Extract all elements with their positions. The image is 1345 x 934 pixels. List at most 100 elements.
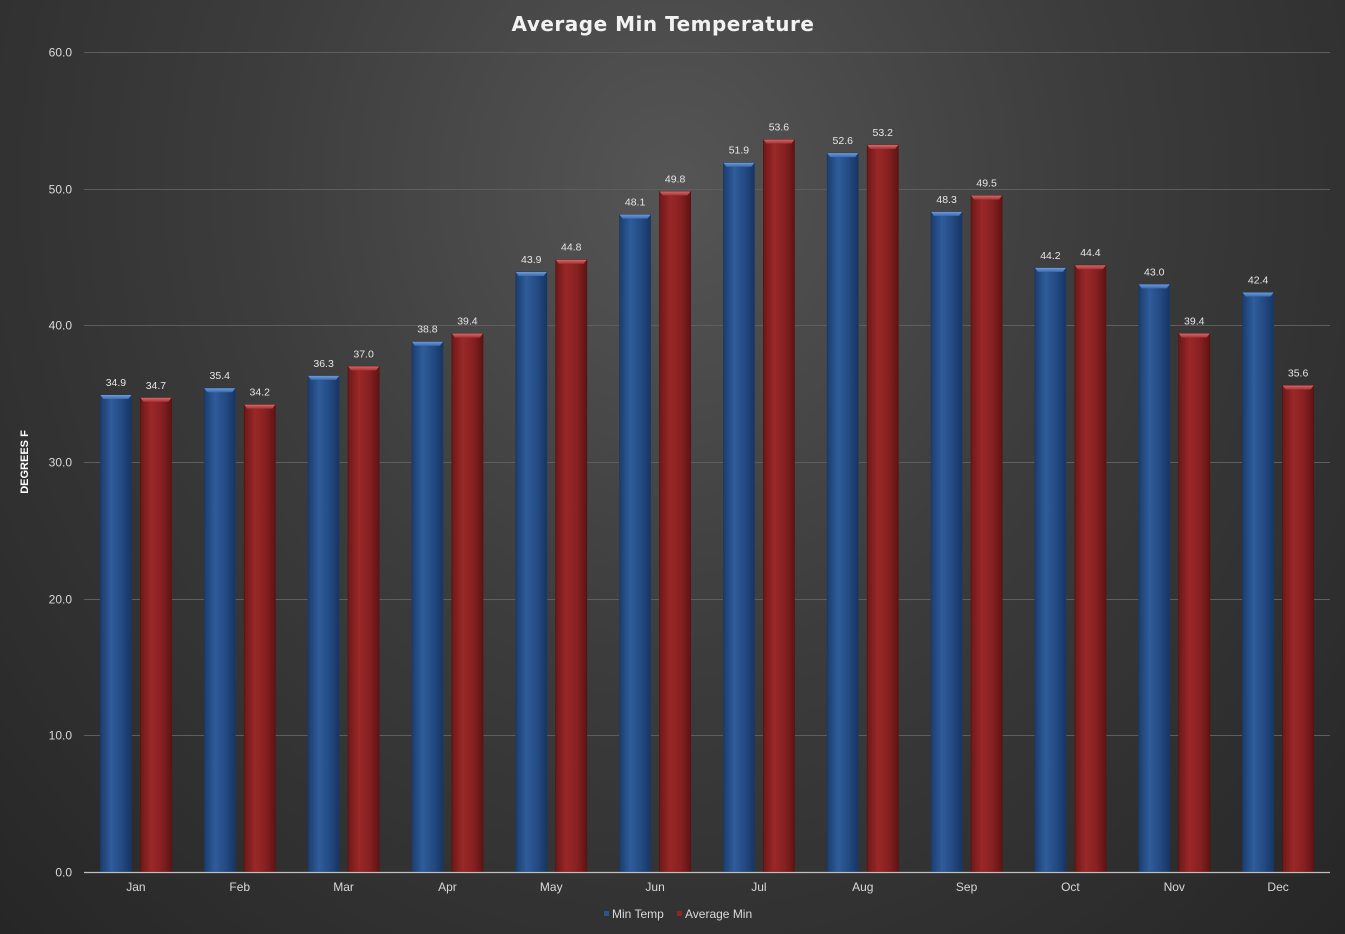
bar-cap (931, 211, 963, 216)
bar-body (1178, 333, 1211, 873)
data-label: 52.6 (833, 135, 854, 147)
data-label: 36.3 (313, 358, 334, 370)
bar-min-temp-aug (826, 152, 859, 873)
bar-average-min-mar (347, 365, 380, 873)
bar-cap (763, 139, 795, 144)
y-tick-label: 50.0 (49, 183, 73, 197)
legend-item: Min Temp (604, 907, 664, 921)
bar-min-temp-nov (1138, 283, 1171, 873)
bar-min-temp-sep (930, 211, 963, 873)
bar-min-temp-jul (723, 162, 755, 873)
bar-body (100, 394, 132, 873)
legend-swatch (604, 911, 609, 916)
data-label: 49.5 (976, 178, 997, 190)
y-axis-ticks: 0.0 10.0 20.0 30.0 40.0 50.0 60.0 (49, 46, 73, 880)
data-label: 53.2 (873, 127, 894, 139)
data-label: 34.9 (106, 377, 127, 389)
x-tick-label: Dec (1267, 880, 1288, 894)
bar-average-min-feb (243, 404, 276, 873)
bar-min-temp-dec (1242, 292, 1274, 873)
bar-body (970, 195, 1003, 873)
bar-body (1282, 385, 1314, 873)
x-tick-label: Feb (229, 880, 250, 894)
bar-average-min-dec (1282, 385, 1314, 873)
bar-series (100, 139, 1314, 873)
bar-average-min-nov (1178, 333, 1211, 873)
data-label: 48.3 (936, 194, 957, 206)
data-label: 44.2 (1040, 250, 1061, 262)
bar-cap (100, 395, 132, 400)
bar-cap (555, 259, 587, 264)
bar-body (1034, 267, 1067, 873)
y-tick-label: 40.0 (49, 319, 73, 333)
bar-cap (140, 397, 172, 402)
y-tick-label: 30.0 (49, 456, 73, 470)
bar-cap (1138, 284, 1170, 289)
bar-body (243, 404, 276, 873)
bar-body (347, 365, 380, 873)
y-tick-label: 0.0 (55, 866, 72, 880)
data-label: 44.4 (1080, 247, 1101, 259)
bar-cap (619, 214, 651, 219)
bar-min-temp-oct (1034, 267, 1067, 873)
bar-min-temp-apr (411, 341, 444, 873)
chart-title: Average Min Temperature (512, 12, 815, 36)
x-axis-ticks: Jan Feb Mar Apr May Jun Jul Aug Sep Oct Nov Dec (126, 880, 1289, 894)
bar-cap (867, 144, 899, 149)
bar-cap (515, 272, 547, 277)
data-label: 43.9 (521, 254, 542, 266)
legend-label: Min Temp (612, 907, 664, 921)
x-tick-label: Nov (1164, 880, 1185, 894)
x-tick-label: Apr (438, 880, 457, 894)
data-label: 51.9 (729, 145, 750, 157)
data-label: 38.8 (417, 324, 438, 336)
x-tick-label: May (540, 880, 563, 894)
bar-cap (1282, 385, 1314, 390)
data-labels: 34.9 34.7 35.4 34.2 36.3 37.0 38.8 39.4 43.9 44.8… (106, 121, 1309, 398)
x-tick-label: Sep (956, 880, 978, 894)
bar-cap (971, 195, 1003, 200)
x-tick-label: Mar (333, 880, 354, 894)
bar-body (307, 375, 340, 873)
bar-cap (659, 191, 691, 196)
y-axis-label: DEGREES F (19, 430, 31, 494)
x-tick-label: Jun (645, 880, 664, 894)
bar-body (140, 397, 172, 873)
legend-label: Average Min (685, 907, 752, 921)
bar-cap (244, 404, 276, 409)
bar-cap (827, 153, 859, 158)
x-tick-label: Jul (751, 880, 766, 894)
bar-cap (204, 388, 236, 393)
bar-average-min-jul (763, 139, 795, 873)
data-label: 39.4 (457, 316, 478, 328)
data-label: 34.7 (146, 380, 167, 392)
data-label: 37.0 (353, 348, 374, 360)
bar-body (1138, 283, 1171, 873)
data-label: 35.6 (1288, 367, 1309, 379)
data-label: 39.4 (1184, 316, 1205, 328)
bar-body (930, 211, 963, 873)
bar-body (723, 162, 755, 873)
bar-body (555, 259, 588, 873)
data-label: 49.8 (665, 173, 686, 185)
bar-cap (1242, 292, 1274, 297)
legend-item: Average Min (677, 907, 752, 921)
bar-body (1242, 292, 1274, 873)
bar-cap (1034, 267, 1066, 272)
bar-body (451, 333, 484, 873)
bar-average-min-jan (140, 397, 172, 873)
bar-cap (723, 162, 755, 167)
bar-min-temp-jan (100, 394, 132, 873)
data-label: 44.8 (561, 242, 582, 254)
bar-min-temp-mar (307, 375, 340, 873)
bar-average-min-aug (866, 144, 899, 873)
legend: Min Temp Average Min (604, 907, 752, 921)
bar-min-temp-feb (203, 387, 236, 873)
bar-body (203, 387, 236, 873)
bar-average-min-jun (659, 190, 691, 873)
bar-body (1074, 264, 1107, 873)
bar-body (515, 271, 548, 873)
y-tick-label: 20.0 (49, 593, 73, 607)
